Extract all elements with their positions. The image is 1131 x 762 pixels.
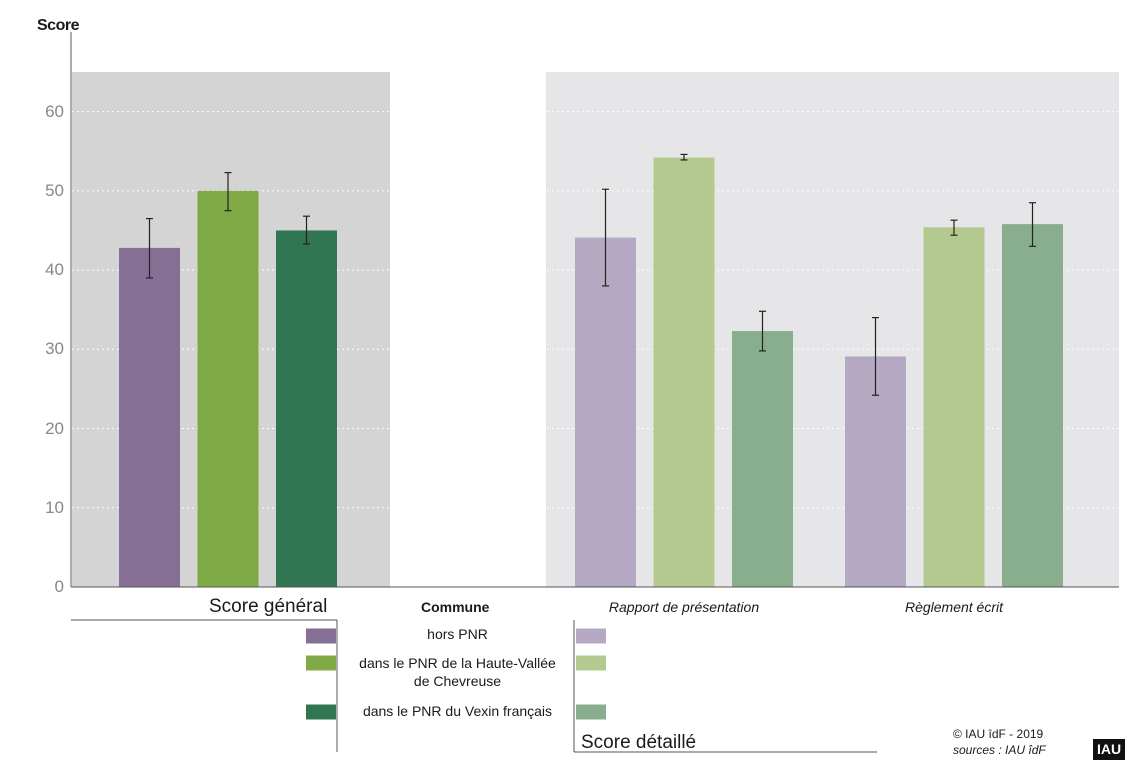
- score-detaille-label: Score détaillé: [581, 732, 697, 753]
- legend-swatch-general: [306, 704, 336, 720]
- legend-swatch-general: [306, 655, 336, 671]
- legend-swatch-detailed: [576, 628, 606, 644]
- bar: [197, 190, 259, 587]
- group-label: Rapport de présentation: [608, 599, 760, 615]
- y-tick-label: 0: [54, 577, 64, 596]
- y-tick-label: 20: [45, 418, 64, 438]
- bar: [1002, 224, 1063, 587]
- legend-label-chevreuse: dans le PNR de la Haute-Vallée: [359, 655, 556, 671]
- y-tick-label: 60: [45, 101, 64, 121]
- score-general-label: Score général: [209, 596, 328, 617]
- legend-swatch-general: [306, 628, 336, 644]
- iau-logo: IAU: [1093, 739, 1125, 760]
- legend-swatch-detailed: [576, 704, 606, 720]
- y-axis-title: Score: [37, 17, 79, 34]
- bar: [119, 247, 180, 587]
- legend-swatch-detailed: [576, 655, 606, 671]
- y-tick-label: 50: [45, 180, 64, 200]
- bar: [575, 237, 636, 588]
- sources-text: sources : IAU îdF: [953, 743, 1046, 757]
- legend-label-vexin: dans le PNR du Vexin français: [362, 703, 553, 719]
- bar: [923, 227, 985, 588]
- legend-title: Commune: [421, 599, 490, 615]
- legend-label-chevreuse-line2: de Chevreuse: [413, 673, 502, 689]
- y-tick-label: 40: [45, 260, 64, 280]
- y-tick-label: 30: [45, 339, 64, 359]
- legend-label-hors-pnr: hors PNR: [427, 626, 488, 642]
- y-tick-label: 10: [45, 497, 64, 517]
- copyright-text: © IAU îdF - 2019: [953, 727, 1044, 741]
- group-label: Règlement écrit: [904, 599, 1004, 615]
- bar: [653, 157, 715, 588]
- bar: [276, 230, 337, 587]
- bar: [732, 331, 793, 587]
